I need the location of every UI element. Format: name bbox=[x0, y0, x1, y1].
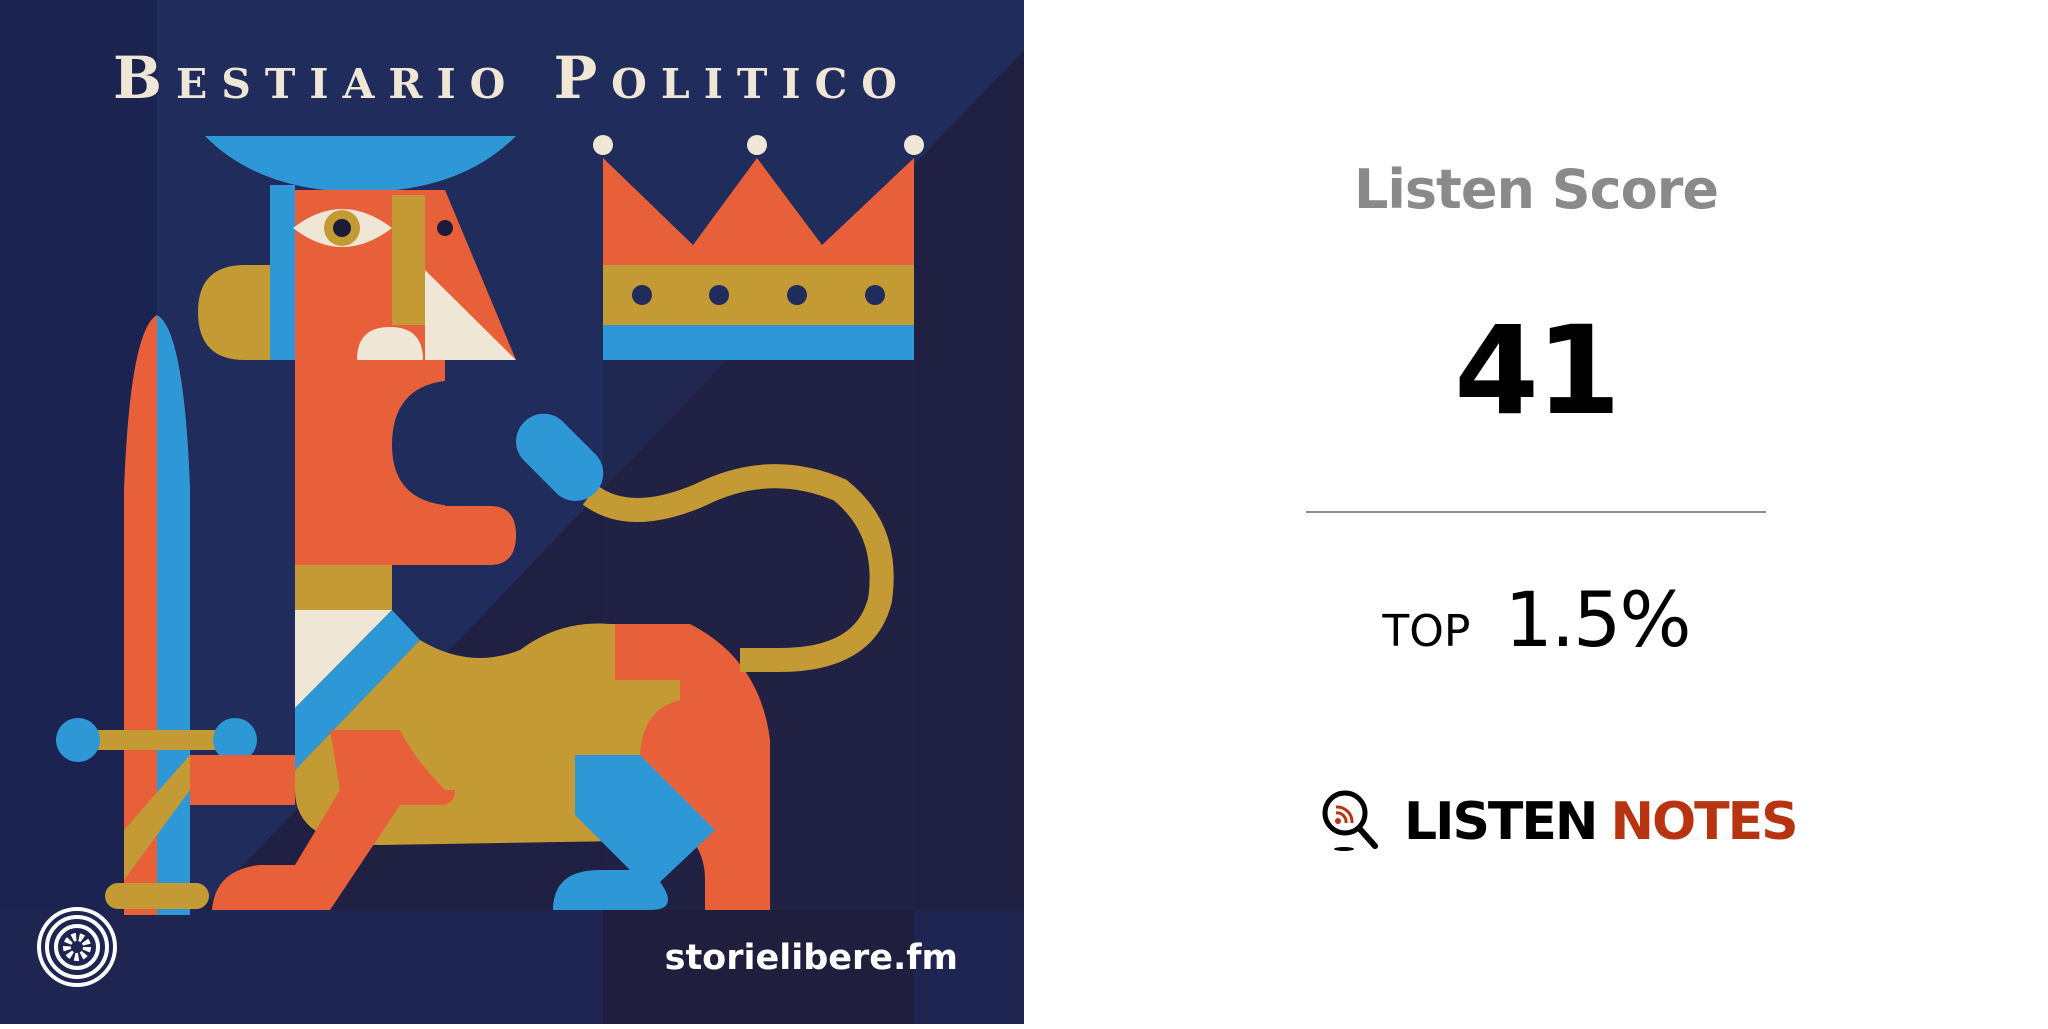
sword-guard-left bbox=[56, 718, 100, 762]
crown-pearls bbox=[593, 135, 924, 155]
divider bbox=[1306, 511, 1766, 513]
lion-tail bbox=[582, 464, 894, 672]
lion-hind bbox=[615, 624, 770, 910]
listen-notes-logo: LISTEN NOTES bbox=[1320, 786, 1799, 858]
hat bbox=[205, 136, 516, 192]
lion-back-leg bbox=[553, 755, 715, 910]
storie-libere-logo-icon bbox=[37, 907, 117, 987]
cover-illustration bbox=[0, 0, 1024, 1024]
sword-guard-right bbox=[213, 718, 257, 762]
brand-notes: NOTES bbox=[1610, 792, 1798, 852]
hat-band bbox=[270, 185, 295, 360]
listen-score-label: Listen Score bbox=[1354, 158, 1719, 221]
crown-base bbox=[603, 325, 914, 360]
listen-score-panel: Listen Score 41 TOP 1.5% LISTEN NOTES bbox=[1024, 0, 2048, 1024]
chin bbox=[392, 506, 516, 565]
lion-front-thigh bbox=[190, 755, 295, 805]
top-percentile: TOP 1.5% bbox=[1024, 575, 2048, 664]
listen-score-value: 41 bbox=[1454, 300, 1621, 442]
eye-pupil bbox=[333, 219, 351, 237]
footer-band-right bbox=[603, 910, 914, 1024]
lion-front-leg bbox=[212, 730, 455, 910]
nose-gold bbox=[392, 195, 425, 325]
crown-jewels bbox=[632, 285, 885, 305]
sash bbox=[295, 610, 420, 770]
crown-band bbox=[603, 265, 914, 325]
beard-cutout bbox=[392, 380, 490, 506]
collar bbox=[295, 565, 392, 610]
top-percent-value: 1.5% bbox=[1504, 575, 1691, 664]
top-label: TOP bbox=[1382, 606, 1471, 657]
nostril bbox=[437, 220, 453, 236]
nose-light bbox=[425, 270, 516, 360]
sword-gold-stripe bbox=[124, 755, 190, 880]
brand-listen: LISTEN bbox=[1404, 792, 1598, 852]
sword-pommel bbox=[105, 883, 209, 909]
cover-title: Bestiario Politico bbox=[113, 44, 911, 112]
cover-footer-url: storielibere.fm bbox=[664, 938, 958, 978]
crown bbox=[603, 158, 914, 265]
podcast-cover-art: Bestiario Politico storielibere.fm bbox=[0, 0, 1024, 1024]
sword-guard bbox=[75, 730, 235, 750]
magnifier-rss-icon bbox=[1322, 790, 1378, 851]
ear bbox=[198, 265, 270, 360]
tail-tuft bbox=[516, 413, 604, 501]
mouth bbox=[357, 327, 423, 360]
